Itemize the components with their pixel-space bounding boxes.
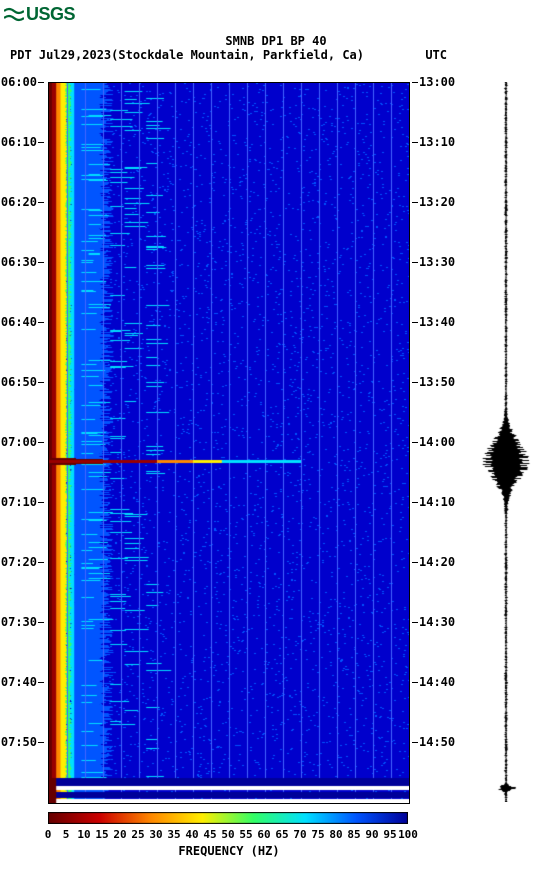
logo-text: USGS (26, 4, 75, 25)
x-tick: 15 (95, 828, 108, 841)
y-left-tick: 07:40 (1, 675, 44, 689)
y-right-tick: 14:00 (412, 435, 455, 449)
y-right-tick: 14:10 (412, 495, 455, 509)
x-tick: 50 (221, 828, 234, 841)
x-tick: 40 (185, 828, 198, 841)
x-tick: 75 (311, 828, 324, 841)
x-tick: 5 (63, 828, 70, 841)
colorbar (48, 812, 408, 824)
y-left-tick: 06:20 (1, 195, 44, 209)
y-left-tick: 07:50 (1, 735, 44, 749)
subtitle-right: UTC (425, 48, 447, 62)
x-tick: 20 (113, 828, 126, 841)
y-left-tick: 07:30 (1, 615, 44, 629)
x-tick: 10 (77, 828, 90, 841)
y-right-tick: 14:50 (412, 735, 455, 749)
x-tick: 0 (45, 828, 52, 841)
y-left-tick: 06:30 (1, 255, 44, 269)
y-left-tick: 07:00 (1, 435, 44, 449)
y-right-tick: 13:40 (412, 315, 455, 329)
y-right-tick: 14:30 (412, 615, 455, 629)
x-tick: 80 (329, 828, 342, 841)
waveform-trace (466, 82, 546, 802)
chart-title: SMNB DP1 BP 40 (0, 34, 552, 48)
y-right-tick: 13:50 (412, 375, 455, 389)
x-tick: 95 (383, 828, 396, 841)
y-right-tick: 14:20 (412, 555, 455, 569)
x-tick: 100 (398, 828, 418, 841)
y-left-tick: 06:00 (1, 75, 44, 89)
x-tick: 35 (167, 828, 180, 841)
spectrogram (48, 82, 408, 802)
y-left-tick: 06:10 (1, 135, 44, 149)
x-axis-label: FREQUENCY (HZ) (48, 844, 410, 858)
y-right-tick: 13:10 (412, 135, 455, 149)
y-left-tick: 07:20 (1, 555, 44, 569)
y-right-tick: 13:00 (412, 75, 455, 89)
y-left-tick: 07:10 (1, 495, 44, 509)
x-tick: 30 (149, 828, 162, 841)
y-right-tick: 14:40 (412, 675, 455, 689)
y-left-tick: 06:50 (1, 375, 44, 389)
x-tick: 90 (365, 828, 378, 841)
y-axis-right: 13:0013:1013:2013:3013:4013:5014:0014:10… (410, 82, 456, 802)
x-tick: 70 (293, 828, 306, 841)
wave-icon (4, 6, 24, 24)
x-tick: 25 (131, 828, 144, 841)
y-axis-left: 06:0006:1006:2006:3006:4006:5007:0007:10… (0, 82, 46, 802)
x-tick: 85 (347, 828, 360, 841)
x-tick: 65 (275, 828, 288, 841)
x-tick: 45 (203, 828, 216, 841)
y-right-tick: 13:20 (412, 195, 455, 209)
subtitle-left: PDT Jul29,2023(Stockdale Mountain, Parkf… (10, 48, 364, 62)
y-left-tick: 06:40 (1, 315, 44, 329)
x-axis: FREQUENCY (HZ) 05 10 15 20 25 30 35 40 45 50 55 60 6… (48, 828, 410, 868)
usgs-logo: USGS (4, 4, 75, 25)
y-right-tick: 13:30 (412, 255, 455, 269)
x-tick: 60 (257, 828, 270, 841)
x-tick: 55 (239, 828, 252, 841)
